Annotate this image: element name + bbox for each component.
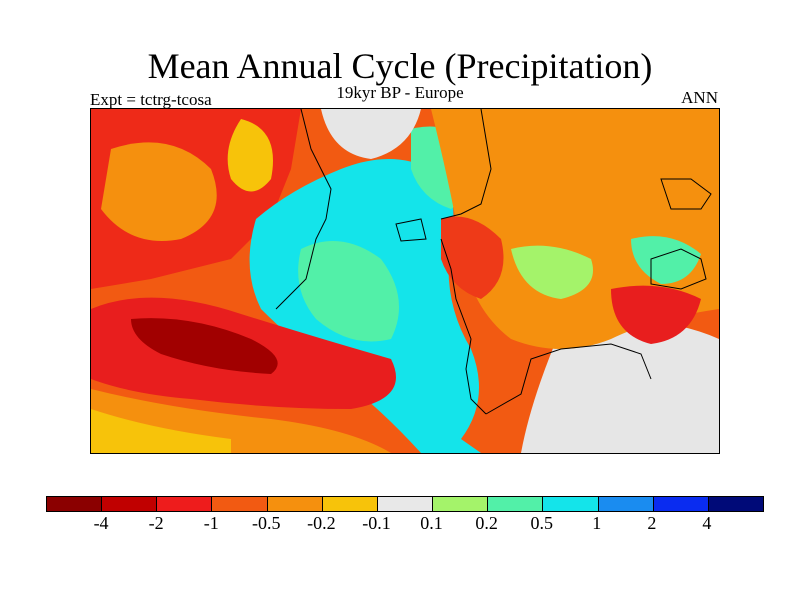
region-south-yellow: [91, 409, 231, 453]
colorbar-labels: -4 -2 -1 -0.5 -0.2 -0.1 0.1 0.2 0.5 1 2 4: [46, 513, 762, 537]
colorbar-swatch-1: [102, 497, 158, 511]
colorbar-label-9: 1: [592, 513, 602, 533]
colorbar-swatch-2: [157, 497, 213, 511]
coastline-scandinavia: [440, 109, 492, 220]
colorbar-swatch-6: [377, 497, 434, 511]
colorbar-swatch-7: [433, 497, 489, 511]
region-subtitle: 19kyr BP - Europe: [336, 83, 464, 102]
coastline-mediterranean: [485, 343, 652, 415]
colorbar-label-1: -2: [148, 513, 164, 533]
experiment-label: Expt = tctrg-tcosa: [90, 90, 212, 109]
colorbar-swatch-12: [708, 497, 764, 511]
colorbar-label-10: 2: [647, 513, 657, 533]
colorbar-swatch-0: [47, 497, 103, 511]
coastline-greenland: [275, 109, 332, 310]
colorbar-label-8: 0.5: [530, 513, 553, 533]
colorbar-swatch-10: [598, 497, 654, 511]
region-europe-green: [511, 245, 593, 299]
season-label: ANN: [681, 88, 718, 107]
colorbar-label-4: -0.2: [307, 513, 336, 533]
region-grey-africa: [521, 321, 719, 453]
coastline-caspian: [660, 178, 712, 210]
colorbar-swatch-9: [543, 497, 599, 511]
colorbar-swatch-8: [488, 497, 544, 511]
coastline-western-europe: [440, 238, 487, 415]
colorbar-label-6: 0.1: [420, 513, 443, 533]
region-grey-north: [321, 109, 421, 159]
colorbar: [46, 496, 764, 512]
coastline-british-isles: [395, 218, 427, 242]
colorbar-label-5: -0.1: [362, 513, 391, 533]
region-eastern-med-red: [611, 285, 701, 344]
region-north-atlantic-patch: [101, 142, 217, 241]
colorbar-swatch-11: [653, 497, 709, 511]
coastline-black-sea: [650, 248, 707, 290]
plot-title: Mean Annual Cycle (Precipitation): [147, 46, 653, 86]
colorbar-label-3: -0.5: [252, 513, 281, 533]
precipitation-map: [90, 108, 720, 454]
colorbar-label-7: 0.2: [475, 513, 498, 533]
region-green-patch: [298, 241, 399, 342]
region-europe-red: [441, 216, 504, 299]
region-subtropical-core: [131, 318, 278, 374]
region-black-sea-green: [631, 236, 701, 284]
colorbar-swatch-4: [267, 497, 323, 511]
colorbar-label-2: -1: [203, 513, 219, 533]
colorbar-swatch-3: [212, 497, 268, 511]
map-canvas: [91, 109, 719, 453]
region-north-patch-yellow: [227, 119, 273, 192]
colorbar-swatch-5: [322, 497, 378, 511]
colorbar-label-11: 4: [702, 513, 712, 533]
colorbar-label-0: -4: [93, 513, 109, 533]
